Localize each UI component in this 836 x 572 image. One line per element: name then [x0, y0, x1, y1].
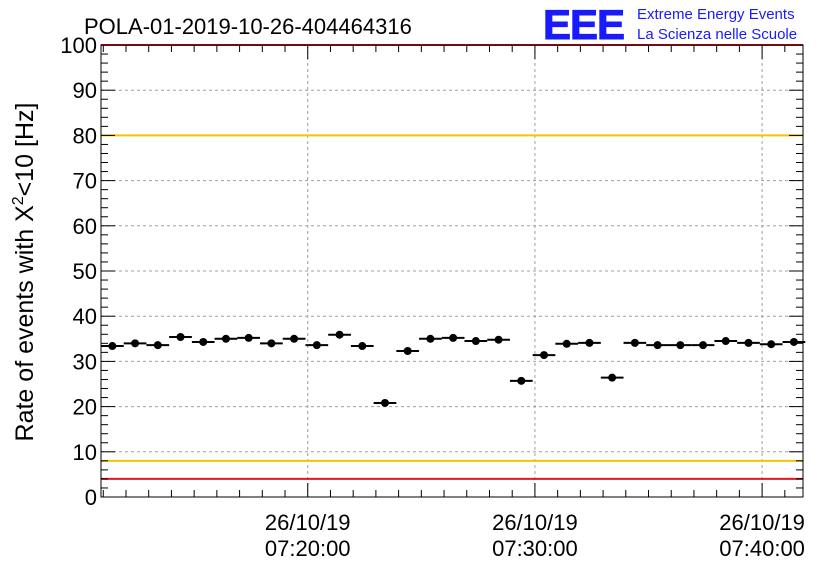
- y-axis-label: Rate of events with X2<10 [Hz]: [10, 103, 39, 442]
- data-point: [608, 373, 617, 382]
- data-point: [244, 333, 253, 342]
- data-point: [767, 340, 776, 349]
- chart-title: POLA-01-2019-10-26-404464316: [84, 14, 412, 39]
- y-tick-label: 90: [73, 78, 97, 103]
- eee-logo: EEE Extreme Energy Events La Scienza nel…: [543, 1, 798, 49]
- data-point: [312, 341, 321, 350]
- data-point: [335, 330, 344, 339]
- data-point: [426, 334, 435, 343]
- y-axis-label-rest: <10 [Hz]: [11, 103, 39, 197]
- data-point: [449, 333, 458, 342]
- reference-lines: [101, 44, 803, 480]
- data-point: [562, 339, 571, 348]
- data-point: [199, 337, 208, 346]
- data-point: [789, 337, 798, 346]
- data-point: [131, 339, 140, 348]
- data-point: [744, 338, 753, 347]
- grid-lines: [101, 45, 803, 497]
- data-point: [721, 337, 730, 346]
- y-tick-label: 30: [73, 349, 97, 374]
- data-point: [153, 341, 162, 350]
- data-point: [403, 347, 412, 356]
- y-axis: 0 10 20 30 40 50 60 70 80 90 100: [60, 33, 803, 510]
- x-tick-label-date: 26/10/19: [719, 510, 805, 535]
- x-axis: 26/10/1907:20:0026/10/1907:30:0026/10/19…: [102, 45, 805, 561]
- data-point: [358, 342, 367, 351]
- x-tick-label-date: 26/10/19: [265, 510, 351, 535]
- y-axis-label-sup: 2: [10, 196, 27, 205]
- data-point: [176, 332, 185, 341]
- y-tick-label: 60: [73, 214, 97, 239]
- data-point: [221, 334, 230, 343]
- data-point: [517, 376, 526, 385]
- data-point: [676, 341, 685, 350]
- data-point: [471, 337, 480, 346]
- eee-logo-line2: La Scienza nelle Scuole: [637, 26, 797, 43]
- y-tick-label: 80: [73, 123, 97, 148]
- eee-logo-mark: EEE: [543, 1, 624, 48]
- x-tick-label-time: 07:40:00: [719, 536, 805, 561]
- y-tick-label: 10: [73, 440, 97, 465]
- x-tick-label-time: 07:30:00: [492, 536, 578, 561]
- data-point: [653, 341, 662, 350]
- data-point: [540, 351, 549, 360]
- eee-logo-line1: Extreme Energy Events: [637, 6, 795, 23]
- data-point: [699, 341, 708, 350]
- data-point: [585, 338, 594, 347]
- y-tick-label: 40: [73, 304, 97, 329]
- data-point: [630, 338, 639, 347]
- y-tick-label: 20: [73, 395, 97, 420]
- data-point: [267, 339, 276, 348]
- y-tick-label: 0: [85, 485, 97, 510]
- x-tick-label-date: 26/10/19: [492, 510, 578, 535]
- y-tick-label: 50: [73, 259, 97, 284]
- data-point: [380, 398, 389, 407]
- data-point: [494, 335, 503, 344]
- data-points: [101, 330, 806, 407]
- y-tick-label: 70: [73, 169, 97, 194]
- x-tick-label-time: 07:20:00: [265, 536, 351, 561]
- data-point: [290, 334, 299, 343]
- y-tick-label: 100: [60, 33, 97, 58]
- y-axis-label-main: Rate of events with X: [11, 205, 39, 442]
- data-point: [108, 342, 117, 351]
